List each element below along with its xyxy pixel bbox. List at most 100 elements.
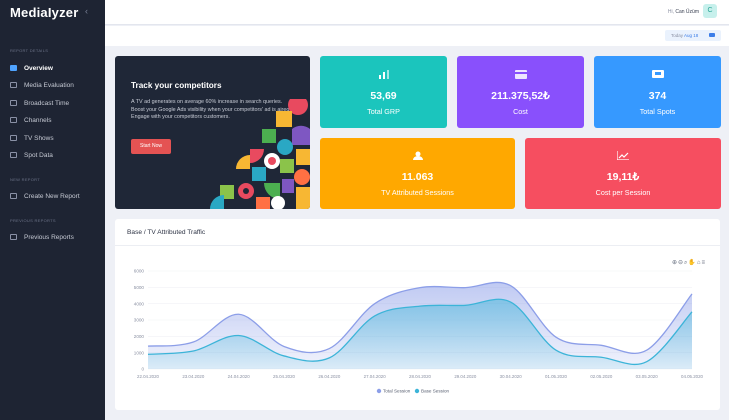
chevron-left-icon[interactable]: ‹	[85, 6, 88, 16]
media-evaluation-icon	[10, 82, 17, 88]
line-chart-icon	[617, 151, 629, 160]
tv-icon	[651, 70, 664, 78]
sidebar-item-label: Channels	[24, 116, 52, 124]
channels-icon	[10, 117, 17, 123]
series-area-base-session	[148, 299, 692, 369]
section-new-report: NEW REPORT	[10, 177, 41, 182]
legend-label: Total Session	[383, 389, 411, 394]
chart-title: Base / TV Attributed Traffic	[127, 229, 206, 236]
stat-value: 53,69	[370, 90, 397, 102]
promo-title: Track your competitors	[131, 81, 222, 90]
sidebar-item-label: Spot Data	[24, 151, 53, 159]
sidebar-item-broadcast-time[interactable]: Broadcast Time	[0, 96, 105, 110]
create-report-icon	[10, 193, 17, 199]
zoom-select-icon[interactable]: ⌕	[684, 260, 689, 266]
date-value: Aug 18	[684, 33, 699, 38]
spot-data-icon	[10, 152, 17, 158]
sidebar-item-label: Media Evaluation	[24, 81, 74, 89]
stat-value: 211.375,52₺	[491, 90, 550, 102]
pan-icon[interactable]: ✋	[688, 260, 697, 266]
stat-card-tv-attributed-sessions: 11.063 TV Attributed Sessions	[320, 138, 515, 209]
legend-label: Base Session	[421, 389, 450, 394]
sidebar-item-media-evaluation[interactable]: Media Evaluation	[0, 78, 105, 92]
stat-card-cost-per-session: 19,11₺ Cost per Session	[525, 138, 721, 209]
calendar-icon	[709, 33, 715, 37]
y-tick-label: 6000	[134, 269, 145, 274]
legend-marker	[414, 388, 420, 394]
sidebar-item-label: Previous Reports	[24, 233, 74, 241]
stat-label: Total GRP	[367, 107, 400, 116]
stat-value: 11.063	[401, 171, 434, 183]
sidebar-item-previous-reports[interactable]: Previous Reports	[0, 230, 105, 244]
stat-label: Total Spots	[639, 107, 676, 116]
traffic-area-chart: 0 1000 2000 3000 4000 5000 6000 22.04.2020 23.04…	[134, 269, 704, 394]
x-tick-label: 02.05.2020	[590, 374, 613, 379]
stat-card-total-spots: 374 Total Spots	[594, 56, 721, 128]
x-tick-label: 30.04.2020	[500, 374, 523, 379]
section-previous-reports: PREVIOUS REPORTS	[10, 218, 56, 223]
y-tick-label: 5000	[134, 285, 145, 290]
sidebar-item-label: TV Shows	[24, 134, 54, 142]
sidebar-item-tv-shows[interactable]: TV Shows	[0, 131, 105, 145]
sidebar-item-overview[interactable]: Overview	[0, 61, 105, 75]
series-line-base-session	[147, 298, 693, 366]
x-tick-label: 01.05.2020	[545, 374, 568, 379]
x-tick-label: 24.04.2020	[228, 374, 251, 379]
stat-label: Cost per Session	[595, 188, 651, 197]
zoom-in-icon[interactable]: ⊕	[671, 260, 678, 266]
y-tick-label: 2000	[134, 334, 145, 339]
user-greeting[interactable]: Hi, Can Üzüm	[668, 9, 699, 15]
bar-chart-icon	[378, 70, 389, 79]
stat-value: 374	[648, 90, 667, 102]
y-tick-label: 1000	[134, 350, 145, 355]
date-filter[interactable]: Today Aug 18	[665, 30, 721, 41]
sidebar-item-label: Broadcast Time	[24, 99, 70, 107]
stat-card-cost: 211.375,52₺ Cost	[457, 56, 584, 128]
date-prefix: Today	[671, 33, 684, 38]
menu-icon[interactable]: ≡	[701, 260, 706, 266]
sidebar-item-label: Overview	[24, 64, 53, 72]
promo-card: Track your competitors A TV ad generates…	[115, 56, 310, 209]
user-name: Can Üzüm	[675, 9, 699, 15]
greeting-text: Hi,	[667, 9, 674, 15]
credit-card-icon	[514, 70, 527, 79]
stat-value: 19,11₺	[606, 171, 640, 183]
sub-header: Today Aug 18	[105, 26, 729, 46]
tv-shows-icon	[10, 135, 17, 141]
traffic-chart-panel: Base / TV Attributed Traffic ⊕⊖⌕✋⌂≡ 0 100…	[115, 219, 720, 410]
zoom-out-icon[interactable]: ⊖	[677, 260, 684, 266]
y-tick-label: 3000	[134, 318, 145, 323]
x-tick-label: 29.04.2020	[454, 374, 477, 379]
x-tick-label: 26.04.2020	[318, 374, 341, 379]
sidebar: MediaIyzer ‹ REPORT DETAILS Overview Med…	[0, 0, 105, 420]
sidebar-item-spot-data[interactable]: Spot Data	[0, 148, 105, 162]
legend-marker	[376, 388, 382, 394]
app-logo: MediaIyzer	[10, 5, 79, 20]
avatar[interactable]: C	[703, 4, 717, 18]
x-tick-label: 23.04.2020	[182, 374, 205, 379]
top-bar: Hi, Can Üzüm C	[105, 0, 729, 25]
stat-label: TV Attributed Sessions	[381, 188, 454, 197]
sidebar-item-label: Create New Report	[24, 192, 80, 200]
previous-reports-icon	[10, 234, 17, 240]
overview-icon	[10, 65, 17, 71]
x-tick-label: 03.05.2020	[636, 374, 659, 379]
x-tick-label: 22.04.2020	[137, 374, 160, 379]
series-line-total-session	[147, 281, 693, 355]
x-tick-label: 27.04.2020	[364, 374, 387, 379]
sidebar-item-channels[interactable]: Channels	[0, 113, 105, 127]
x-tick-label: 28.04.2020	[409, 374, 432, 379]
users-icon	[412, 151, 423, 160]
x-tick-label: 04.05.2020	[681, 374, 704, 379]
start-now-button[interactable]: Start Now	[131, 139, 171, 154]
home-icon[interactable]: ⌂	[696, 260, 702, 266]
stat-card-total-grp: 53,69 Total GRP	[320, 56, 447, 128]
x-tick-label: 25.04.2020	[273, 374, 296, 379]
y-tick-label: 4000	[134, 301, 145, 306]
decorative-shapes-illustration	[210, 99, 310, 209]
y-tick-label: 0	[141, 367, 144, 372]
broadcast-time-icon	[10, 100, 17, 106]
promo-body: A TV ad generates on average 60% increas…	[131, 99, 291, 121]
chart-toolbar: ⊕⊖⌕✋⌂≡	[672, 259, 706, 267]
sidebar-item-create-new-report[interactable]: Create New Report	[0, 189, 105, 203]
